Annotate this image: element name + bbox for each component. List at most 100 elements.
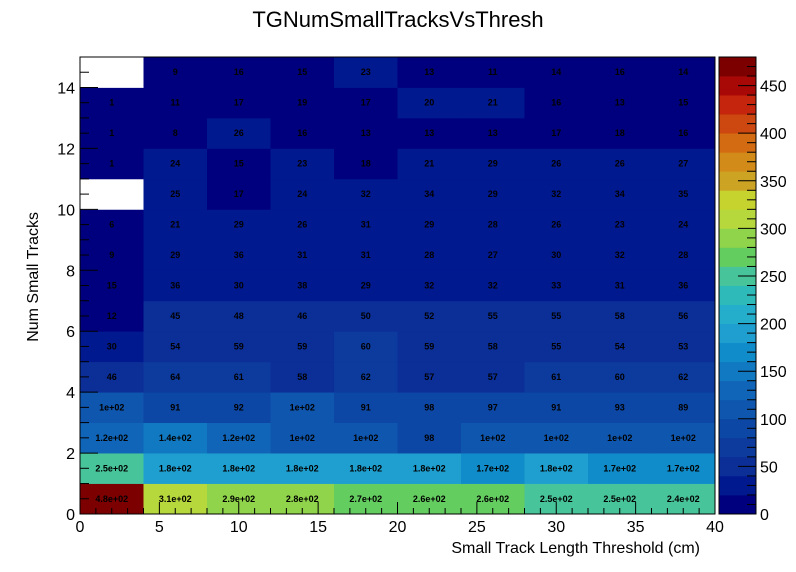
heatmap-cell [461, 178, 525, 210]
heatmap-cell [334, 453, 398, 484]
z-axis-tick-label: 400 [760, 126, 787, 143]
heatmap-cell-label: 1e+02 [290, 402, 315, 412]
heatmap-cell [334, 300, 398, 332]
z-axis: 0 50 100 150 200 250 300 350 400 450 [738, 56, 787, 524]
color-bar-segment [719, 475, 756, 496]
heatmap-cell-label: 36 [678, 281, 688, 291]
heatmap-cell [207, 331, 271, 363]
color-bar-segment [719, 380, 756, 401]
heatmap-cell-label: 32 [615, 250, 625, 260]
heatmap-cell [143, 392, 208, 423]
heatmap-cell [143, 453, 208, 484]
heatmap-cell [143, 300, 208, 332]
heatmap-cell [270, 148, 335, 180]
heatmap-cell [588, 117, 652, 149]
heatmap-cell [524, 148, 589, 180]
heatmap-cell [270, 422, 335, 454]
heatmap-cell [524, 331, 589, 363]
z-axis-tick-label: 50 [760, 459, 778, 476]
color-bar-segment [719, 323, 756, 344]
heatmap-cell-label: 36 [234, 250, 244, 260]
x-axis-title: Small Track Length Threshold (cm) [451, 540, 700, 557]
heatmap-cell-label: 46 [107, 372, 117, 382]
heatmap-cell [270, 178, 335, 210]
y-axis-tick-label: 14 [57, 80, 75, 97]
heatmap-cell [651, 87, 716, 119]
heatmap-cell [588, 148, 652, 180]
heatmap-cell-label: 1.8e+02 [222, 463, 255, 473]
heatmap-cell-label: 1e+02 [99, 402, 124, 412]
heatmap-cell [334, 270, 398, 302]
heatmap-cell-label: 2.7e+02 [349, 494, 382, 504]
heatmap-cell-label: 20 [424, 98, 434, 108]
heatmap-cell-label: 1 [109, 159, 114, 169]
heatmap-cell-label: 53 [678, 341, 688, 351]
color-bar-segment [719, 152, 756, 172]
heatmap-cell [270, 87, 335, 119]
heatmap-cell [651, 209, 716, 241]
heatmap-cell [334, 331, 398, 363]
heatmap-cell-label: 92 [234, 402, 244, 412]
heatmap-cell-label: 45 [170, 311, 180, 321]
color-bar-segment [719, 76, 756, 96]
heatmap-cell-label: 29 [488, 189, 498, 199]
heatmap-cell-labels: 4.8e+02 3.1e+02 2.9e+02 2.8e+02 2.7e+02 2.6e+… [95, 67, 699, 504]
heatmap-cell-label: 9 [173, 67, 178, 77]
heatmap-cell [461, 270, 525, 302]
heatmap-cell [334, 209, 398, 241]
heatmap-cell-label: 4.8e+02 [95, 494, 128, 504]
heatmap-cell [207, 270, 271, 302]
heatmap-cell-label: 1.4e+02 [159, 433, 192, 443]
heatmap-cell-label: 93 [615, 402, 625, 412]
heatmap-cell-label: 1.7e+02 [476, 463, 509, 473]
heatmap-cell [524, 361, 589, 393]
heatmap-cell-label: 98 [424, 402, 434, 412]
heatmap-cell [524, 239, 589, 271]
heatmap-cell-label: 89 [678, 402, 688, 412]
heatmap-cell-label: 26 [615, 159, 625, 169]
heatmap-cell [207, 239, 271, 271]
heatmap-cell [397, 300, 462, 332]
heatmap-cell-label: 2.4e+02 [667, 494, 700, 504]
heatmap-cell [397, 331, 462, 363]
heatmap-cell-label: 54 [615, 341, 625, 351]
heatmap-cell-label: 17 [361, 98, 371, 108]
heatmap-cell [143, 270, 208, 302]
heatmap-cell-label: 61 [234, 372, 244, 382]
heatmap-cell [651, 239, 716, 271]
heatmap-cell-label: 30 [551, 250, 561, 260]
color-bar-segment [719, 114, 756, 134]
heatmap-cell [461, 117, 525, 149]
heatmap-cell-label: 58 [297, 372, 307, 382]
heatmap-cell-label: 17 [234, 98, 244, 108]
heatmap-cell-label: 17 [234, 189, 244, 199]
heatmap-cell-label: 3.1e+02 [159, 494, 192, 504]
z-axis-tick-label: 300 [760, 221, 787, 238]
heatmap-cell-label: 55 [551, 341, 561, 351]
heatmap-cell-label: 50 [361, 311, 371, 321]
heatmap-cell [143, 148, 208, 180]
heatmap-cell-label: 17 [551, 128, 561, 138]
heatmap-cell [80, 209, 144, 241]
x-axis-tick-label: 10 [230, 519, 248, 536]
heatmap-cell-label: 26 [234, 128, 244, 138]
heatmap-cell-label: 2.5e+02 [603, 494, 636, 504]
heatmap-cell-label: 30 [107, 341, 117, 351]
heatmap-cell [270, 117, 335, 149]
heatmap-cell-label: 48 [234, 311, 244, 321]
heatmap-cell-label: 16 [551, 98, 561, 108]
heatmap-cell-label: 29 [170, 250, 180, 260]
heatmap-cell-label: 2.8e+02 [286, 494, 319, 504]
heatmap-cell [651, 422, 716, 454]
heatmap-cell-label: 1.8e+02 [349, 463, 382, 473]
heatmap-cell [397, 270, 462, 302]
heatmap-cell [143, 57, 208, 88]
heatmap-cell [397, 148, 462, 180]
heatmap-cell-label: 59 [234, 341, 244, 351]
heatmap-cell-label: 14 [678, 67, 688, 77]
heatmap-cell-label: 91 [170, 402, 180, 412]
chart-title: TGNumSmallTracksVsThresh [252, 7, 543, 32]
color-bar-segment [719, 228, 756, 248]
heatmap-cell [80, 300, 144, 332]
heatmap-cell [524, 178, 589, 210]
